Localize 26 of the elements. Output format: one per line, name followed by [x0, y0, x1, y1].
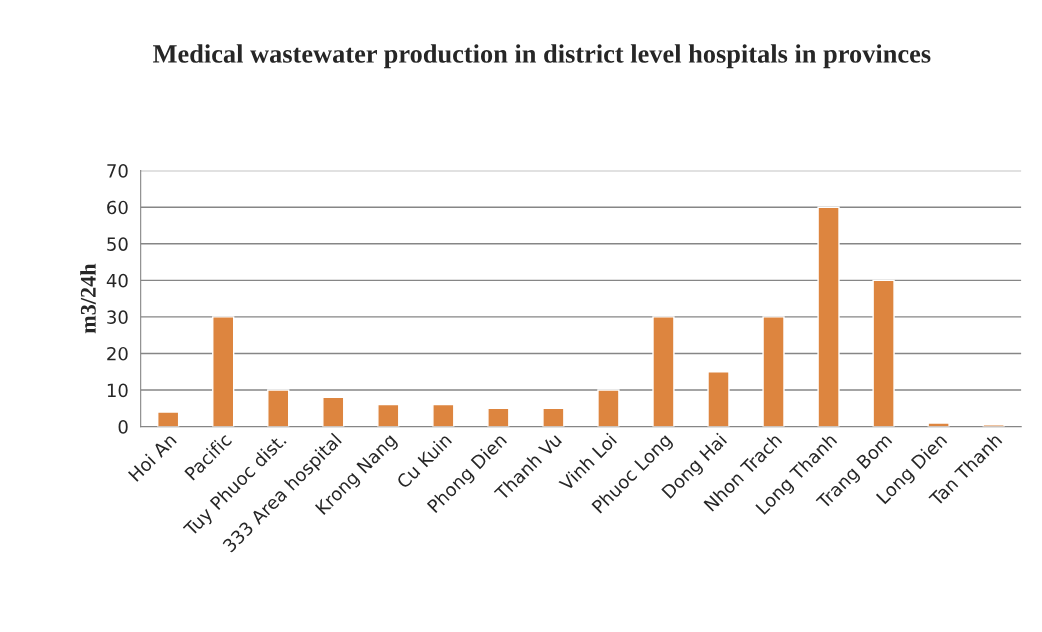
y-tick-label: 20 [107, 346, 128, 361]
bar [597, 389, 620, 427]
bar [487, 407, 510, 427]
y-tick-label: 70 [107, 164, 128, 178]
bar [762, 316, 785, 427]
bar [707, 371, 730, 427]
y-tick-label: 0 [118, 420, 128, 434]
bar [157, 411, 180, 427]
bar [212, 316, 235, 427]
bar [652, 316, 675, 427]
bar [817, 206, 840, 427]
bar [377, 403, 400, 427]
y-tick-label: 40 [106, 273, 128, 288]
y-tick-label: 30 [107, 310, 128, 325]
y-tick-label: 10 [107, 383, 128, 398]
x-tick-label: Hoi An [127, 432, 177, 482]
bar [542, 407, 565, 427]
y-tick-label: 60 [107, 200, 128, 215]
bar [872, 279, 895, 427]
bar [432, 403, 455, 427]
y-axis-title: m3/24h [80, 263, 96, 334]
y-tick-label: 50 [107, 237, 128, 251]
bar [322, 396, 345, 427]
bar [267, 389, 290, 427]
bar [927, 422, 950, 427]
chart-title: Medical wastewater production in district level hospitals in provinces [153, 44, 931, 69]
